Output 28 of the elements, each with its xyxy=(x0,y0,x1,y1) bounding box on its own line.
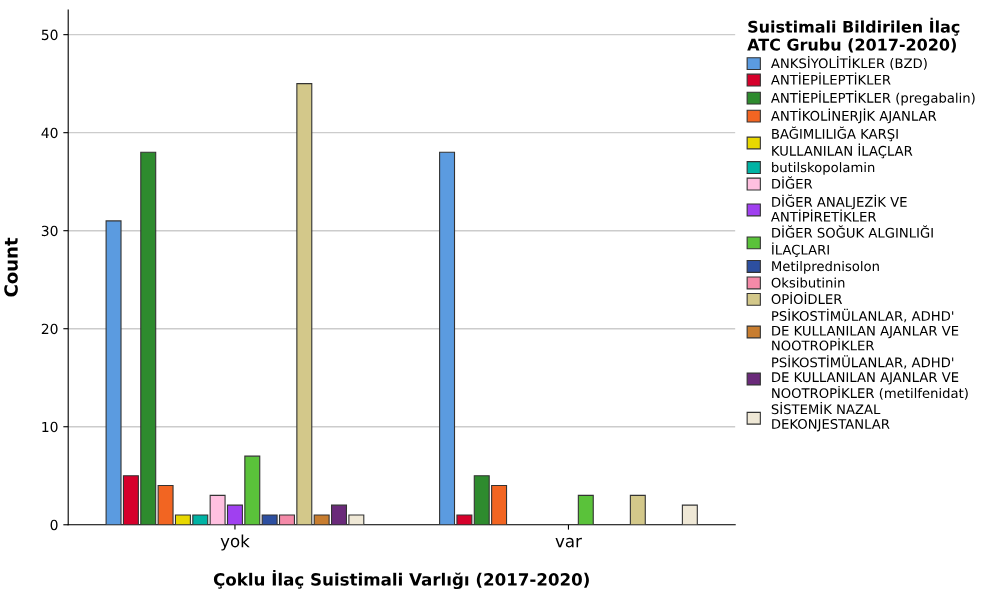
legend-label: PSİKOSTİMÜLANLAR, ADHD' DE KULLANILAN AJANLAR VE NOOTROPİKLER xyxy=(772,308,959,351)
legend-label: SİSTEMİK NAZAL DEKONJESTANLAR xyxy=(771,401,890,432)
legend-label: OPİOİDLER xyxy=(771,291,843,305)
x-axis-title: Çoklu İlaç Suistimali Varlığı (2017-2020) xyxy=(213,570,589,590)
legend-label: ANTİEPİLEPTİKLER (pregabalin) xyxy=(771,90,975,106)
x-tick-label: var xyxy=(555,537,582,548)
y-tick-label: 40 xyxy=(41,127,58,139)
legend-label: ANKSİYOLİTİKLER (BZD) xyxy=(771,56,927,70)
legend-title: Suistimali Bildirilen İlaç ATC Grubu (2017-2020) xyxy=(747,17,960,53)
legend-label: DİĞER xyxy=(772,176,813,189)
y-tick-label: 20 xyxy=(41,323,58,335)
y-tick-label: 50 xyxy=(41,29,58,41)
bar xyxy=(629,494,646,525)
legend-label: DİĞER SOĞUK ALGINLIĞI İLAÇLARI xyxy=(772,225,933,258)
y-tick-label: 30 xyxy=(41,225,58,237)
bar xyxy=(681,504,698,525)
legend-label: DİĞER ANALJEZİK VE ANTİPİRETİKLER xyxy=(771,194,907,222)
legend-label: PSİKOSTİMÜLANLAR, ADHD' DE KULLANILAN AJANLAR VE NOOTROPİKLER (metilfenidat) xyxy=(772,355,968,400)
legend-label: Metilprednisolon xyxy=(772,260,879,274)
x-tick-label: yok xyxy=(220,534,250,551)
y-tick-label: 10 xyxy=(42,421,58,433)
legend-label: Oksibutinin xyxy=(771,277,845,288)
legend-label: butilskopolamin xyxy=(772,162,875,175)
legend-label: ANTİKOLİNERJİK AJANLAR xyxy=(771,108,937,124)
y-axis-title: Count xyxy=(4,237,18,297)
bar xyxy=(577,494,594,525)
legend-label: ANTİEPİLEPTİKLER xyxy=(771,72,891,85)
y-tick-label: 0 xyxy=(50,519,58,531)
